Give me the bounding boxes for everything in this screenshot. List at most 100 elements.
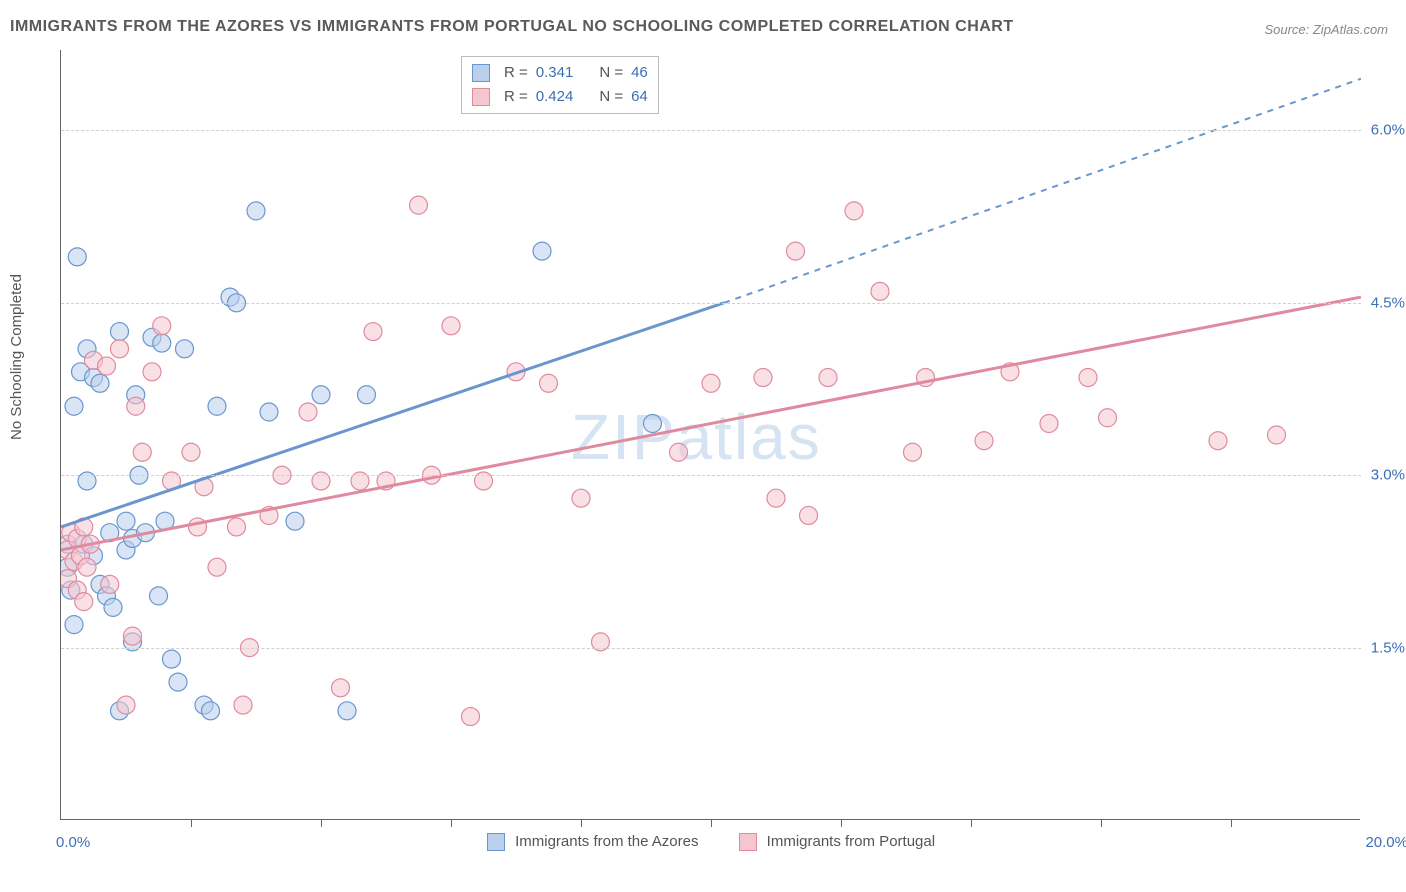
data-point <box>904 443 922 461</box>
data-point <box>104 598 122 616</box>
series-legend: Immigrants from the Azores Immigrants fr… <box>61 833 1361 851</box>
data-point <box>410 196 428 214</box>
data-point <box>98 357 116 375</box>
data-point <box>133 443 151 461</box>
data-point <box>332 679 350 697</box>
data-point <box>65 397 83 415</box>
data-point <box>117 512 135 530</box>
data-point <box>153 317 171 335</box>
data-point <box>182 443 200 461</box>
data-point <box>124 627 142 645</box>
data-point <box>286 512 304 530</box>
y-tick-label: 1.5% <box>1371 639 1405 656</box>
data-point <box>533 242 551 260</box>
data-point <box>670 443 688 461</box>
data-point <box>364 323 382 341</box>
data-point <box>208 558 226 576</box>
trend-line-extension <box>724 79 1361 303</box>
y-tick-label: 3.0% <box>1371 467 1405 484</box>
r-label: R = <box>504 85 528 109</box>
correlation-scatter-chart: ZIPatlas R = 0.341 N = 46 R = 0.424 N = … <box>60 50 1360 820</box>
x-tick <box>1231 819 1232 827</box>
swatch-azores-icon <box>487 833 505 851</box>
page-title: IMMIGRANTS FROM THE AZORES VS IMMIGRANTS… <box>10 18 1014 36</box>
data-point <box>111 323 129 341</box>
n-label: N = <box>599 61 623 85</box>
data-point <box>169 673 187 691</box>
x-tick <box>1101 819 1102 827</box>
gridline <box>61 303 1361 304</box>
y-tick-label: 6.0% <box>1371 122 1405 139</box>
data-point <box>176 340 194 358</box>
r-label: R = <box>504 61 528 85</box>
data-point <box>101 575 119 593</box>
data-point <box>143 363 161 381</box>
data-point <box>787 242 805 260</box>
data-point <box>767 489 785 507</box>
x-tick <box>451 819 452 827</box>
data-point <box>260 403 278 421</box>
gridline <box>61 648 1361 649</box>
n-value-azores: 46 <box>631 61 648 85</box>
data-point <box>1040 415 1058 433</box>
x-tick <box>711 819 712 827</box>
source-attribution: Source: ZipAtlas.com <box>1264 22 1388 37</box>
chart-svg <box>61 50 1361 820</box>
data-point <box>358 386 376 404</box>
swatch-portugal <box>472 88 490 106</box>
data-point <box>572 489 590 507</box>
x-tick <box>321 819 322 827</box>
n-value-portugal: 64 <box>631 85 648 109</box>
data-point <box>871 282 889 300</box>
x-tick <box>841 819 842 827</box>
data-point <box>800 506 818 524</box>
data-point <box>442 317 460 335</box>
data-point <box>540 374 558 392</box>
data-point <box>153 334 171 352</box>
data-point <box>299 403 317 421</box>
x-tick <box>581 819 582 827</box>
data-point <box>127 397 145 415</box>
stats-row-azores: R = 0.341 N = 46 <box>472 61 648 85</box>
data-point <box>644 415 662 433</box>
data-point <box>202 702 220 720</box>
x-min-label: 0.0% <box>56 834 90 851</box>
swatch-azores <box>472 64 490 82</box>
data-point <box>702 374 720 392</box>
y-tick-label: 4.5% <box>1371 294 1405 311</box>
legend-item-portugal: Immigrants from Portugal <box>739 833 936 851</box>
trend-line <box>61 297 1361 550</box>
n-label: N = <box>599 85 623 109</box>
swatch-portugal-icon <box>739 833 757 851</box>
gridline <box>61 130 1361 131</box>
data-point <box>234 696 252 714</box>
x-tick <box>971 819 972 827</box>
data-point <box>65 616 83 634</box>
data-point <box>462 708 480 726</box>
data-point <box>1079 369 1097 387</box>
legend-item-azores: Immigrants from the Azores <box>487 833 699 851</box>
data-point <box>819 369 837 387</box>
data-point <box>78 558 96 576</box>
data-point <box>117 696 135 714</box>
x-max-label: 20.0% <box>1365 834 1406 851</box>
legend-label-azores: Immigrants from the Azores <box>515 833 698 850</box>
data-point <box>312 386 330 404</box>
data-point <box>111 340 129 358</box>
gridline <box>61 475 1361 476</box>
data-point <box>91 374 109 392</box>
y-axis-label: No Schooling Completed <box>8 274 25 440</box>
stats-legend: R = 0.341 N = 46 R = 0.424 N = 64 <box>461 56 659 114</box>
data-point <box>150 587 168 605</box>
data-point <box>247 202 265 220</box>
data-point <box>338 702 356 720</box>
stats-row-portugal: R = 0.424 N = 64 <box>472 85 648 109</box>
r-value-azores: 0.341 <box>536 61 574 85</box>
data-point <box>754 369 772 387</box>
data-point <box>163 650 181 668</box>
legend-label-portugal: Immigrants from Portugal <box>767 833 935 850</box>
data-point <box>1209 432 1227 450</box>
data-point <box>975 432 993 450</box>
data-point <box>228 518 246 536</box>
data-point <box>208 397 226 415</box>
